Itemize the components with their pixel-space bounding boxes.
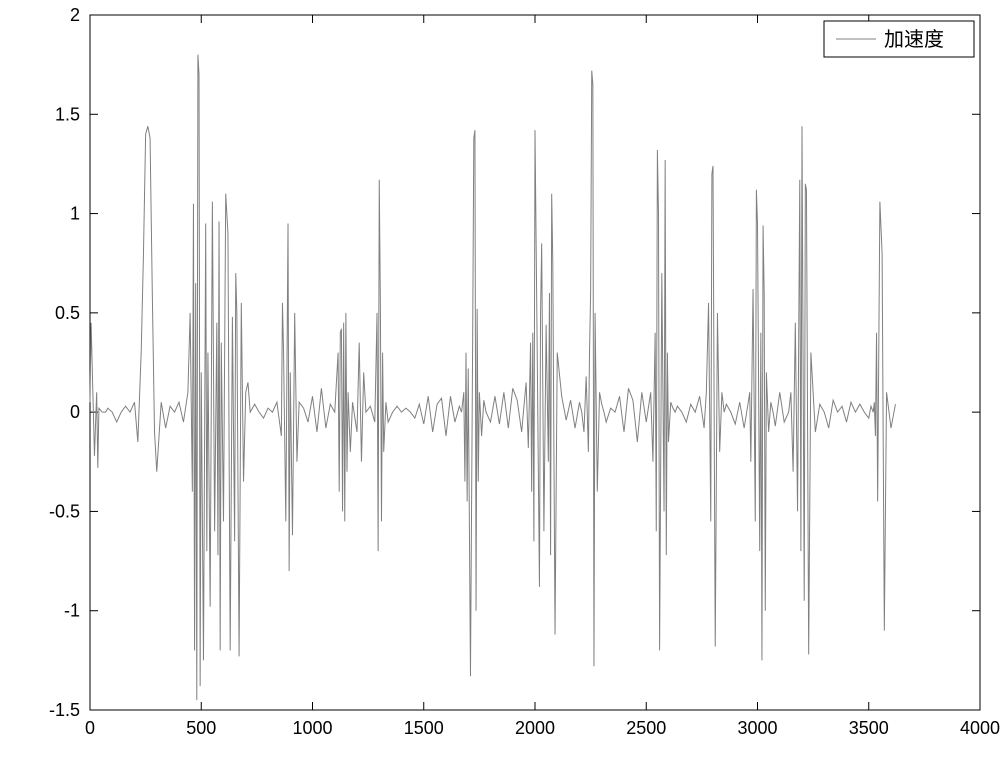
x-tick-label: 2500 [626,718,666,738]
y-tick-label: -1 [64,601,80,621]
y-tick-label: 0.5 [55,303,80,323]
y-tick-label: 2 [70,5,80,25]
x-tick-label: 3000 [737,718,777,738]
y-tick-label: -0.5 [49,501,80,521]
x-tick-label: 2000 [515,718,555,738]
legend-label: 加速度 [884,28,944,51]
x-tick-label: 0 [85,718,95,738]
series-acceleration [90,55,895,700]
x-tick-label: 3500 [849,718,889,738]
x-tick-label: 1500 [404,718,444,738]
x-tick-label: 4000 [960,718,1000,738]
x-tick-label: 1000 [292,718,332,738]
plot-border [90,15,980,710]
chart-svg: 0 500 1000 1500 2000 2500 3000 3500 4000 -1.5 -1 -0… [0,0,1000,772]
y-tick-label: 0 [70,402,80,422]
x-tick-label: 500 [186,718,216,738]
line-chart: 0 500 1000 1500 2000 2500 3000 3500 4000 -1.5 -1 -0… [0,0,1000,772]
y-tick-label: -1.5 [49,700,80,720]
y-tick-label: 1 [70,204,80,224]
y-tick-label: 1.5 [55,104,80,124]
